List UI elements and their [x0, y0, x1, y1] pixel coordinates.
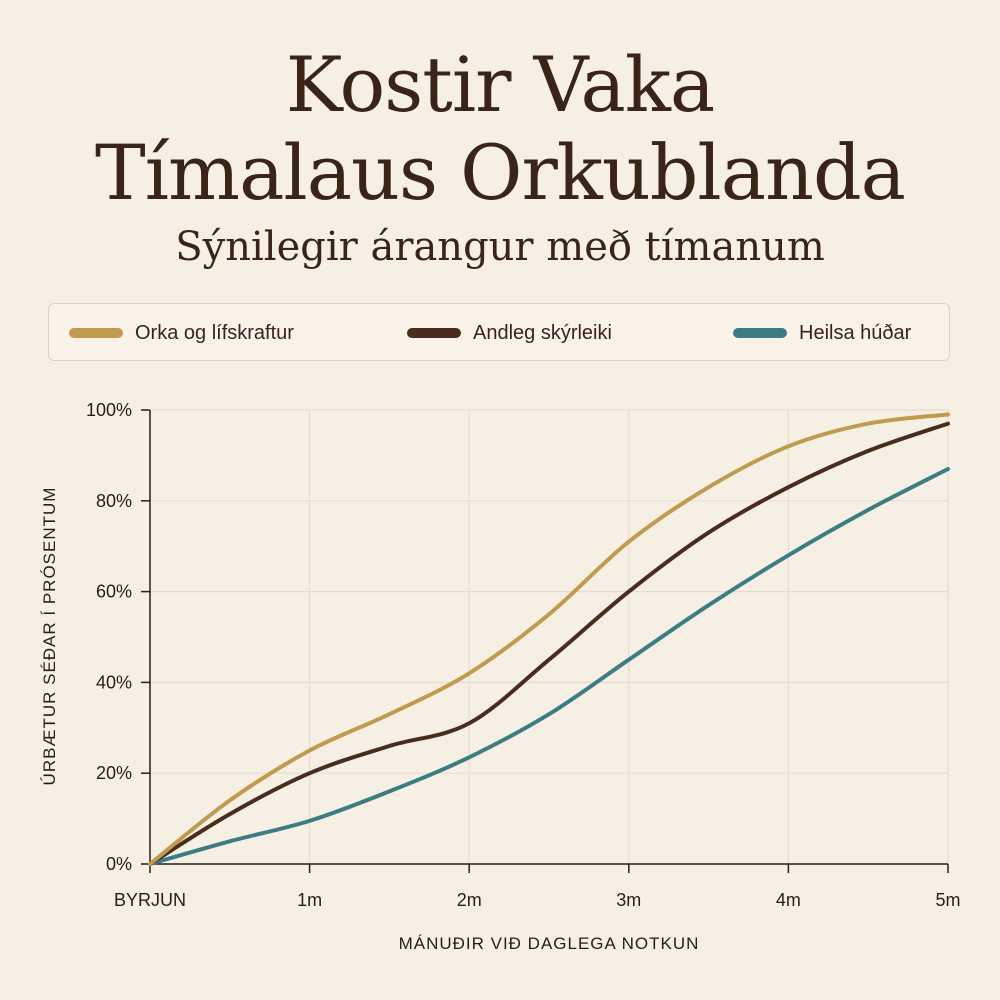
series-line-energy: [148, 412, 950, 866]
title-line-2: Tímalaus Orkublanda: [95, 128, 906, 217]
y-tick-label: 20%: [96, 763, 132, 783]
chart-axes: [149, 410, 948, 865]
chart-series: [148, 412, 950, 866]
legend-item-energy[interactable]: Orka og lífskraftur: [69, 304, 294, 362]
chart-legend: Orka og lífskraftur Andleg skýrleiki Hei…: [48, 303, 950, 361]
legend-swatch-skin: [733, 328, 787, 338]
x-tick-label: 1m: [297, 890, 322, 910]
chart-subtitle: Sýnilegir árangur með tímanum: [175, 224, 825, 270]
x-tick-label: 5m: [935, 890, 960, 910]
title-line-1: Kostir Vaka: [285, 40, 715, 129]
x-tick-label: 2m: [457, 890, 482, 910]
chart-ticks: BYRJUN 1m 2m 3m 4m 5m 0% 20% 40% 60% 80% 100%: [86, 400, 961, 910]
y-tick-label: 40%: [96, 672, 132, 692]
y-tick-label: 80%: [96, 491, 132, 511]
legend-label-clarity: Andleg skýrleiki: [473, 321, 612, 344]
chart-grid: [150, 409, 949, 864]
x-tick-label: BYRJUN: [114, 890, 186, 910]
x-axis-title: MÁNUÐIR VIÐ DAGLEGA NOTKUN: [399, 934, 700, 953]
y-axis-title: ÚRBÆTUR SÉÐAR Í PRÓSENTUM: [40, 487, 59, 786]
series-line-clarity: [148, 421, 950, 866]
legend-swatch-clarity: [407, 328, 461, 338]
y-tick-label: 100%: [86, 400, 132, 420]
legend-item-skin[interactable]: Heilsa húðar: [733, 304, 911, 362]
legend-swatch-energy: [69, 328, 123, 338]
legend-label-skin: Heilsa húðar: [799, 321, 912, 344]
y-tick-label: 0%: [106, 854, 132, 874]
x-tick-label: 4m: [776, 890, 801, 910]
y-tick-label: 60%: [96, 582, 132, 602]
legend-label-energy: Orka og lífskraftur: [135, 321, 294, 344]
x-tick-label: 3m: [616, 890, 641, 910]
series-line-skin: [148, 467, 950, 866]
legend-item-clarity[interactable]: Andleg skýrleiki: [407, 304, 612, 362]
